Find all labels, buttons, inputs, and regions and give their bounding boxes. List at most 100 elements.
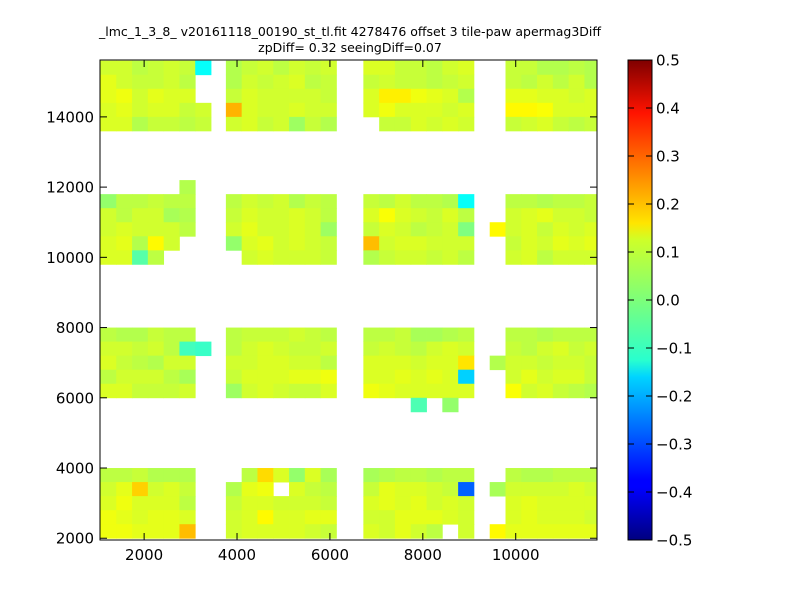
- heatmap-cell: [289, 60, 306, 76]
- heatmap-cell: [568, 222, 585, 237]
- heatmap-cell: [132, 468, 149, 483]
- heatmap-cell: [521, 383, 538, 399]
- heatmap-cell: [505, 236, 522, 251]
- heatmap-cell: [363, 236, 380, 251]
- heatmap-cell: [320, 482, 337, 497]
- heatmap-cell: [521, 60, 538, 76]
- heatmap-cell: [320, 236, 337, 251]
- heatmap-cell: [132, 194, 149, 209]
- heatmap-cell: [132, 222, 149, 237]
- heatmap-cell: [426, 327, 443, 343]
- y-tick-label: 2000: [56, 530, 94, 548]
- heatmap-cell: [100, 236, 117, 251]
- heatmap-cell: [179, 524, 196, 539]
- heatmap-cell: [552, 194, 570, 209]
- heatmap-cell: [304, 341, 322, 357]
- heatmap-cell: [225, 194, 243, 209]
- heatmap-cell: [225, 222, 243, 237]
- heatmap-cell: [584, 355, 598, 371]
- heatmap-cell: [410, 74, 427, 90]
- heatmap-cell: [584, 236, 598, 251]
- heatmap-cell: [241, 250, 258, 265]
- heatmap-cell: [163, 88, 180, 104]
- heatmap-cell: [257, 222, 274, 237]
- heatmap-cell: [537, 327, 554, 343]
- heatmap-cell: [379, 383, 396, 399]
- heatmap-cell: [442, 482, 459, 497]
- heatmap-cell: [147, 116, 165, 132]
- heatmap-cell: [241, 194, 258, 209]
- heatmap-cell: [257, 194, 274, 209]
- heatmap-cell: [147, 74, 165, 90]
- heatmap-cell: [241, 222, 258, 237]
- heatmap-cell: [163, 208, 180, 223]
- heatmap-cell: [410, 397, 427, 413]
- heatmap-cell: [426, 341, 443, 357]
- heatmap-cell: [521, 194, 538, 209]
- heatmap-cell: [521, 355, 538, 371]
- heatmap-cell: [179, 74, 196, 90]
- heatmap-cell: [426, 88, 443, 104]
- heatmap-cell: [147, 327, 165, 343]
- heatmap-cell: [100, 74, 117, 90]
- heatmap-cell: [132, 250, 149, 265]
- heatmap-cell: [163, 236, 180, 251]
- heatmap-cell: [304, 208, 322, 223]
- heatmap-cell: [410, 341, 427, 357]
- heatmap-cell: [179, 116, 196, 132]
- heatmap-cell: [241, 102, 258, 118]
- heatmap-cell: [584, 383, 598, 399]
- heatmap-cell: [241, 208, 258, 223]
- heatmap-cell: [116, 116, 133, 132]
- heatmap-cell: [568, 250, 585, 265]
- heatmap-cell: [537, 116, 554, 132]
- heatmap-cell: [273, 102, 290, 118]
- heatmap-cell: [304, 496, 322, 511]
- plot-frame: [99, 59, 598, 541]
- heatmap-cell: [179, 482, 196, 497]
- heatmap-cell: [394, 369, 412, 385]
- heatmap-cell: [505, 102, 522, 118]
- heatmap-cell: [100, 341, 117, 357]
- heatmap-cell: [505, 341, 522, 357]
- heatmap-cell: [163, 327, 180, 343]
- heatmap-cell: [379, 74, 396, 90]
- heatmap-cell: [505, 355, 522, 371]
- heatmap-cell: [132, 510, 149, 525]
- heatmap-cell: [132, 341, 149, 357]
- heatmap-cell: [363, 510, 380, 525]
- heatmap-cell: [195, 102, 212, 118]
- heatmap-cell: [289, 102, 306, 118]
- heatmap-cell: [241, 383, 258, 399]
- colorbar-tick-label: 0.4: [656, 100, 680, 118]
- heatmap-cell: [584, 482, 598, 497]
- heatmap-cell: [537, 468, 554, 483]
- heatmap-cell: [225, 116, 243, 132]
- heatmap-cell: [147, 102, 165, 118]
- heatmap-cell: [320, 496, 337, 511]
- heatmap-cell: [100, 496, 117, 511]
- heatmap-cell: [537, 355, 554, 371]
- heatmap-cell: [394, 116, 412, 132]
- heatmap-cell: [163, 524, 180, 539]
- heatmap-cell: [132, 482, 149, 497]
- heatmap-cell: [195, 60, 212, 76]
- heatmap-cell: [568, 524, 585, 539]
- heatmap-cell: [363, 369, 380, 385]
- heatmap-cell: [289, 194, 306, 209]
- heatmap-cell: [147, 222, 165, 237]
- heatmap-cell: [320, 194, 337, 209]
- heatmap-cell: [116, 383, 133, 399]
- y-tick-label: 4000: [56, 460, 94, 478]
- heatmap-cell: [320, 341, 337, 357]
- heatmap-cell: [289, 496, 306, 511]
- y-tick-label: 12000: [46, 179, 94, 197]
- heatmap-cell: [584, 102, 598, 118]
- heatmap-cell: [273, 355, 290, 371]
- heatmap-cell: [195, 116, 212, 132]
- heatmap-cell: [241, 369, 258, 385]
- heatmap-cell: [320, 355, 337, 371]
- heatmap-cell: [410, 524, 427, 539]
- heatmap-cell: [147, 355, 165, 371]
- heatmap-cell: [257, 88, 274, 104]
